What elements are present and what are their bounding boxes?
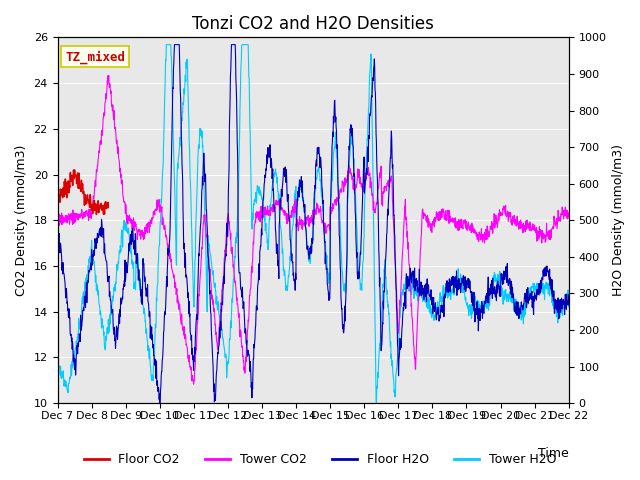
Title: Tonzi CO2 and H2O Densities: Tonzi CO2 and H2O Densities [192,15,434,33]
Legend: Floor CO2, Tower CO2, Floor H2O, Tower H2O: Floor CO2, Tower CO2, Floor H2O, Tower H… [79,448,561,471]
Y-axis label: H2O Density (mmol/m3): H2O Density (mmol/m3) [612,144,625,296]
Text: Time: Time [538,447,569,460]
Y-axis label: CO2 Density (mmol/m3): CO2 Density (mmol/m3) [15,144,28,296]
Text: TZ_mixed: TZ_mixed [65,50,125,63]
